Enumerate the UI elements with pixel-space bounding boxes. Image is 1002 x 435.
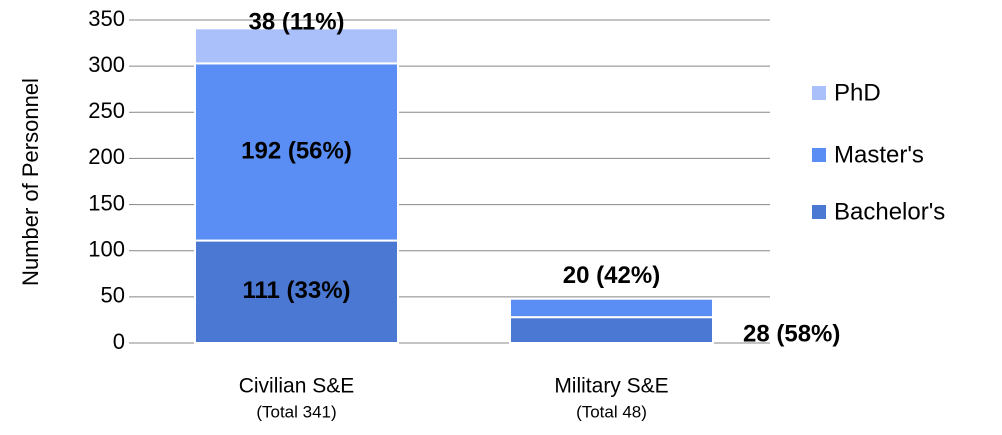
legend-label: Bachelor's (834, 198, 945, 225)
y-tick-label: 100 (88, 237, 125, 262)
bar-segment (509, 297, 714, 319)
y-tick-label: 200 (88, 144, 125, 169)
x-tick-sublabel: (Total 341) (256, 402, 336, 421)
y-tick-label: 350 (88, 6, 125, 31)
data-label: 192 (56%) (241, 137, 352, 164)
legend-swatch (812, 148, 826, 162)
x-tick-label: Civilian S&E (239, 375, 355, 398)
bar-segment (194, 62, 399, 242)
y-tick-label: 150 (88, 190, 125, 215)
legend-label: PhD (834, 79, 881, 106)
y-tick-label: 250 (88, 98, 125, 123)
legend-swatch (812, 205, 826, 219)
x-tick-label: Military S&E (554, 375, 668, 398)
legend-label: Master's (834, 141, 924, 168)
y-tick-label: 50 (101, 283, 125, 308)
legend-swatch (812, 86, 826, 100)
bar-segment (194, 27, 399, 65)
x-tick-sublabel: (Total 48) (576, 402, 647, 421)
data-label: 28 (58%) (743, 320, 840, 347)
y-tick-label: 0 (113, 329, 125, 354)
data-label: 111 (33%) (242, 277, 350, 304)
y-axis-title: Number of Personnel (18, 78, 43, 286)
data-label: 20 (42%) (563, 262, 660, 289)
y-tick-label: 300 (88, 52, 125, 77)
bar-segment (194, 239, 399, 344)
bar-segment (509, 316, 714, 345)
data-label: 38 (11%) (248, 9, 344, 36)
